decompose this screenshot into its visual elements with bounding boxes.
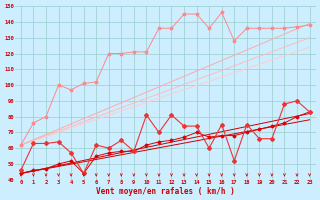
X-axis label: Vent moyen/en rafales ( km/h ): Vent moyen/en rafales ( km/h ) xyxy=(96,187,235,196)
